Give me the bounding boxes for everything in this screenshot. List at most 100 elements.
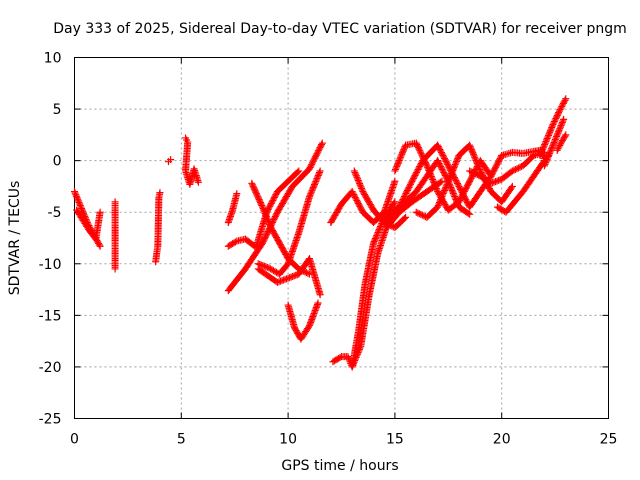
data-point <box>295 167 303 175</box>
data-point-interp <box>547 125 555 133</box>
data-point-interp <box>305 323 313 331</box>
data-point-interp <box>437 178 445 186</box>
y-tick-label: 5 <box>53 102 62 118</box>
data-point-interp <box>355 345 363 353</box>
data-point-interp <box>429 177 437 185</box>
data-point-interp <box>449 188 457 196</box>
data-point-interp <box>413 141 421 149</box>
grid <box>74 57 609 419</box>
data-point-interp <box>358 186 366 194</box>
data-point-interp <box>436 161 444 169</box>
data-point-interp <box>461 194 469 202</box>
data-point-interp <box>354 198 362 206</box>
data-point-interp <box>405 183 413 191</box>
data-point-interp <box>467 144 475 152</box>
data-point-interp <box>250 185 258 193</box>
data-point-interp <box>351 193 359 201</box>
data-point-interp <box>432 185 440 193</box>
data-point <box>344 353 352 361</box>
data-point-interp <box>438 165 446 173</box>
data-point <box>434 141 442 149</box>
data-point-interp <box>376 222 384 230</box>
data-point <box>562 95 570 103</box>
data-point <box>444 177 452 185</box>
data-point-interp <box>556 106 564 114</box>
data-point-interp <box>260 208 268 216</box>
data-point-interp <box>256 199 264 207</box>
data-point-interp <box>270 193 278 201</box>
data-point-interp <box>266 222 274 230</box>
data-point <box>455 182 463 190</box>
data-point-interp <box>250 184 258 192</box>
data-point-interp <box>313 150 321 158</box>
data-point-interp <box>507 184 515 192</box>
data-point-interp <box>451 194 459 202</box>
data-point <box>314 299 322 307</box>
data-point-interp <box>416 163 424 171</box>
x-tick-label: 10 <box>279 432 297 448</box>
data-point-interp <box>428 174 436 182</box>
data-point-interp <box>435 160 443 168</box>
data-point-interp <box>449 165 457 173</box>
data-point-interp <box>427 172 435 180</box>
data-point-interp <box>425 168 433 176</box>
data-point-interp <box>394 159 402 167</box>
data-point <box>423 162 431 170</box>
data-point-interp <box>302 269 310 277</box>
data-point-interp <box>271 213 279 221</box>
data-point-interp <box>417 148 425 156</box>
y-tick-label: 10 <box>44 51 62 67</box>
data-point-interp <box>265 219 273 227</box>
data-point-interp <box>558 102 566 110</box>
data-point <box>543 136 551 144</box>
data-point-interp <box>546 148 554 156</box>
data-point-interp <box>306 163 314 171</box>
data-point-interp <box>353 350 361 358</box>
data-point-interp <box>443 159 451 167</box>
data-point-interp <box>253 191 261 199</box>
data-point-interp <box>312 151 320 159</box>
data-point-interp <box>310 156 318 164</box>
data-point-interp <box>435 200 443 208</box>
data-point-interp <box>310 182 318 190</box>
data-point-interp <box>465 179 473 187</box>
data-point <box>562 131 570 139</box>
data-point-interp <box>555 109 563 117</box>
data-point-interp <box>304 269 312 277</box>
data-point-interp <box>447 171 455 179</box>
data-point-interp <box>260 206 268 214</box>
data-point-interp <box>385 221 393 229</box>
data-point-interp <box>259 238 267 246</box>
data-point-interp <box>460 191 468 199</box>
data-point-interp <box>400 215 408 223</box>
data-point-interp <box>441 185 449 193</box>
data-point-interp <box>439 151 447 159</box>
data-point-interp <box>412 170 420 178</box>
data-point-interp <box>424 163 432 171</box>
data-point-interp <box>443 180 451 188</box>
y-tick-label: -10 <box>39 257 62 273</box>
data-point <box>96 242 104 250</box>
data-point-interp <box>336 353 344 361</box>
data-point-interp <box>308 187 316 195</box>
data-point-interp <box>554 110 562 118</box>
data-point-interp <box>425 166 433 174</box>
data-point <box>258 239 266 247</box>
data-point-interp <box>316 168 324 176</box>
data-point-interp <box>396 155 404 163</box>
data-point-interp <box>551 116 559 124</box>
data-point-interp <box>555 128 563 136</box>
data-point-interp <box>252 188 260 196</box>
data-point-interp <box>435 144 443 152</box>
data-point-interp <box>349 360 357 368</box>
data-point-interp <box>254 193 262 201</box>
data-point-interp <box>430 178 438 186</box>
data-point <box>71 188 78 196</box>
data-point-interp <box>451 192 459 200</box>
data-point-interp <box>415 164 423 172</box>
data-point-interp <box>306 191 314 199</box>
data-point-interp <box>257 200 265 208</box>
data-point-interp <box>437 195 445 203</box>
data-point-interp <box>551 137 559 145</box>
data-point-interp <box>357 205 365 213</box>
